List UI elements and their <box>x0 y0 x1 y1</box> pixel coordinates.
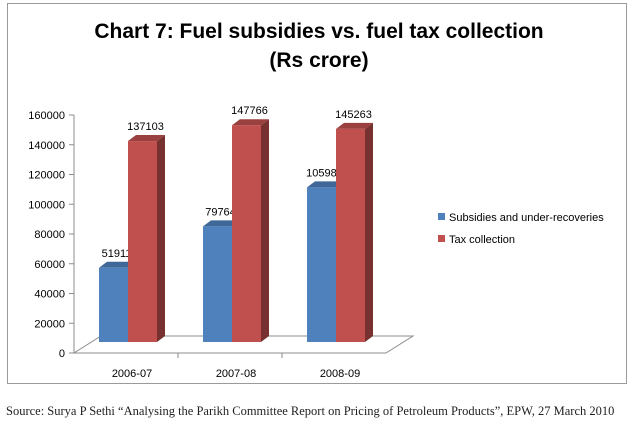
chart-frame: Chart 7: Fuel subsidies vs. fuel tax col… <box>7 3 627 384</box>
source-note: Source: Surya P Sethi “Analysing the Par… <box>6 404 615 418</box>
data-label: 51911 <box>102 248 132 260</box>
x-tick-label: 2006-07 <box>112 368 152 380</box>
bar-top <box>336 122 373 129</box>
legend-label: Subsidies and under-recoveries <box>449 212 604 224</box>
y-tick-label: 60000 <box>34 259 65 271</box>
bar-side <box>365 122 373 342</box>
y-tick-label: 80000 <box>34 229 65 241</box>
y-tick-label: 40000 <box>34 289 65 301</box>
data-label: 105980 <box>306 167 343 179</box>
plot-area: 0 20000 40000 60000 80000 100000 120000 140000 1… <box>28 98 415 380</box>
bar <box>203 226 232 342</box>
y-tick-label: 160000 <box>28 110 65 122</box>
bar <box>307 187 336 342</box>
y-tick-label: 140000 <box>28 140 65 152</box>
bar <box>232 125 261 342</box>
data-label: 137103 <box>127 121 164 133</box>
y-tick-label: 100000 <box>28 199 65 211</box>
data-label: 147766 <box>231 105 268 117</box>
y-tick-label: 120000 <box>28 170 65 182</box>
chart-subtitle: (Rs crore) <box>269 49 368 72</box>
bar-side <box>261 119 269 342</box>
data-label: 145263 <box>335 109 372 121</box>
side-wall <box>74 98 101 353</box>
bar-top <box>99 261 136 268</box>
x-tick-label: 2007-08 <box>216 368 256 380</box>
bar-top <box>203 220 240 227</box>
chart-title: Chart 7: Fuel subsidies vs. fuel tax col… <box>94 20 543 43</box>
y-tick-label: 20000 <box>34 318 65 330</box>
bar <box>99 267 128 342</box>
data-label: 79764 <box>205 206 236 218</box>
bar <box>128 141 157 342</box>
chart: Chart 7: Fuel subsidies vs. fuel tax col… <box>28 20 604 380</box>
legend-label: Tax collection <box>449 234 515 246</box>
bar-top <box>232 119 269 126</box>
bar-top <box>128 135 165 142</box>
bar <box>336 128 365 342</box>
bar-side <box>157 135 165 342</box>
legend-swatch <box>438 213 445 220</box>
y-tick-label: 0 <box>59 348 65 360</box>
legend: Subsidies and under-recoveries Tax collec… <box>438 212 604 246</box>
legend-swatch <box>438 235 445 242</box>
x-tick-label: 2008-09 <box>320 368 360 380</box>
bar-top <box>307 181 344 188</box>
